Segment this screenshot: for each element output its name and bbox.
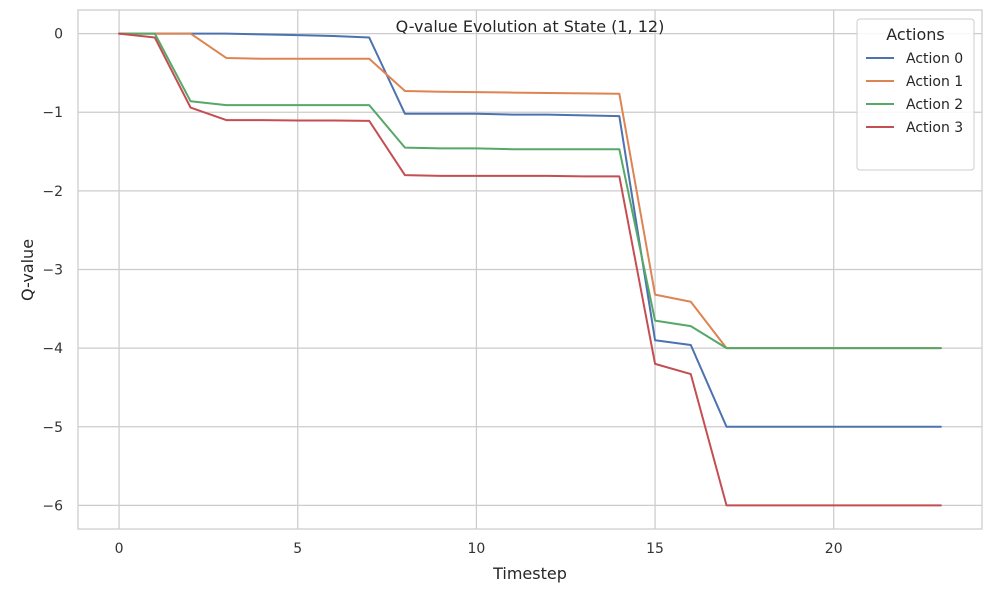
y-tick-label: −4 <box>42 341 63 357</box>
legend-label: Action 2 <box>906 97 963 113</box>
legend-box <box>856 18 975 171</box>
legend-title: Actions <box>886 25 944 44</box>
x-tick-labels: 0 5 10 15 20 <box>115 541 843 557</box>
x-tick-label: 20 <box>825 541 843 557</box>
series-line-action-3 <box>118 32 942 507</box>
series-line-action-2 <box>118 32 942 350</box>
x-tick-label: 10 <box>467 541 485 557</box>
y-tick-label: −3 <box>42 263 63 279</box>
chart-title: Q-value Evolution at State (1, 12) <box>396 17 665 36</box>
x-axis-title: Timestep <box>492 564 567 583</box>
legend-label: Action 3 <box>906 120 963 136</box>
y-tick-label: −2 <box>42 184 63 200</box>
series-line-action-0 <box>118 32 942 428</box>
legend-items: Action 0 Action 1 Action 2 Action 3 <box>866 51 963 136</box>
legend-label: Action 0 <box>906 51 963 67</box>
y-tick-labels: 0 −1 −2 −3 −4 −5 −6 <box>42 27 63 515</box>
y-tick-label: −1 <box>42 105 63 121</box>
plot-frame <box>77 9 983 530</box>
y-tick-label: 0 <box>54 27 63 43</box>
legend: Actions Action 0 Action 1 Action 2 Action 3 <box>856 18 975 171</box>
y-tick-label: −5 <box>42 420 63 436</box>
series-lines <box>118 32 942 507</box>
y-axis-title: Q-value <box>18 239 37 301</box>
legend-label: Action 1 <box>906 74 963 90</box>
y-tick-label: −6 <box>42 498 63 514</box>
x-tick-label: 5 <box>293 541 302 557</box>
x-tick-label: 0 <box>115 541 124 557</box>
x-tick-label: 15 <box>646 541 664 557</box>
